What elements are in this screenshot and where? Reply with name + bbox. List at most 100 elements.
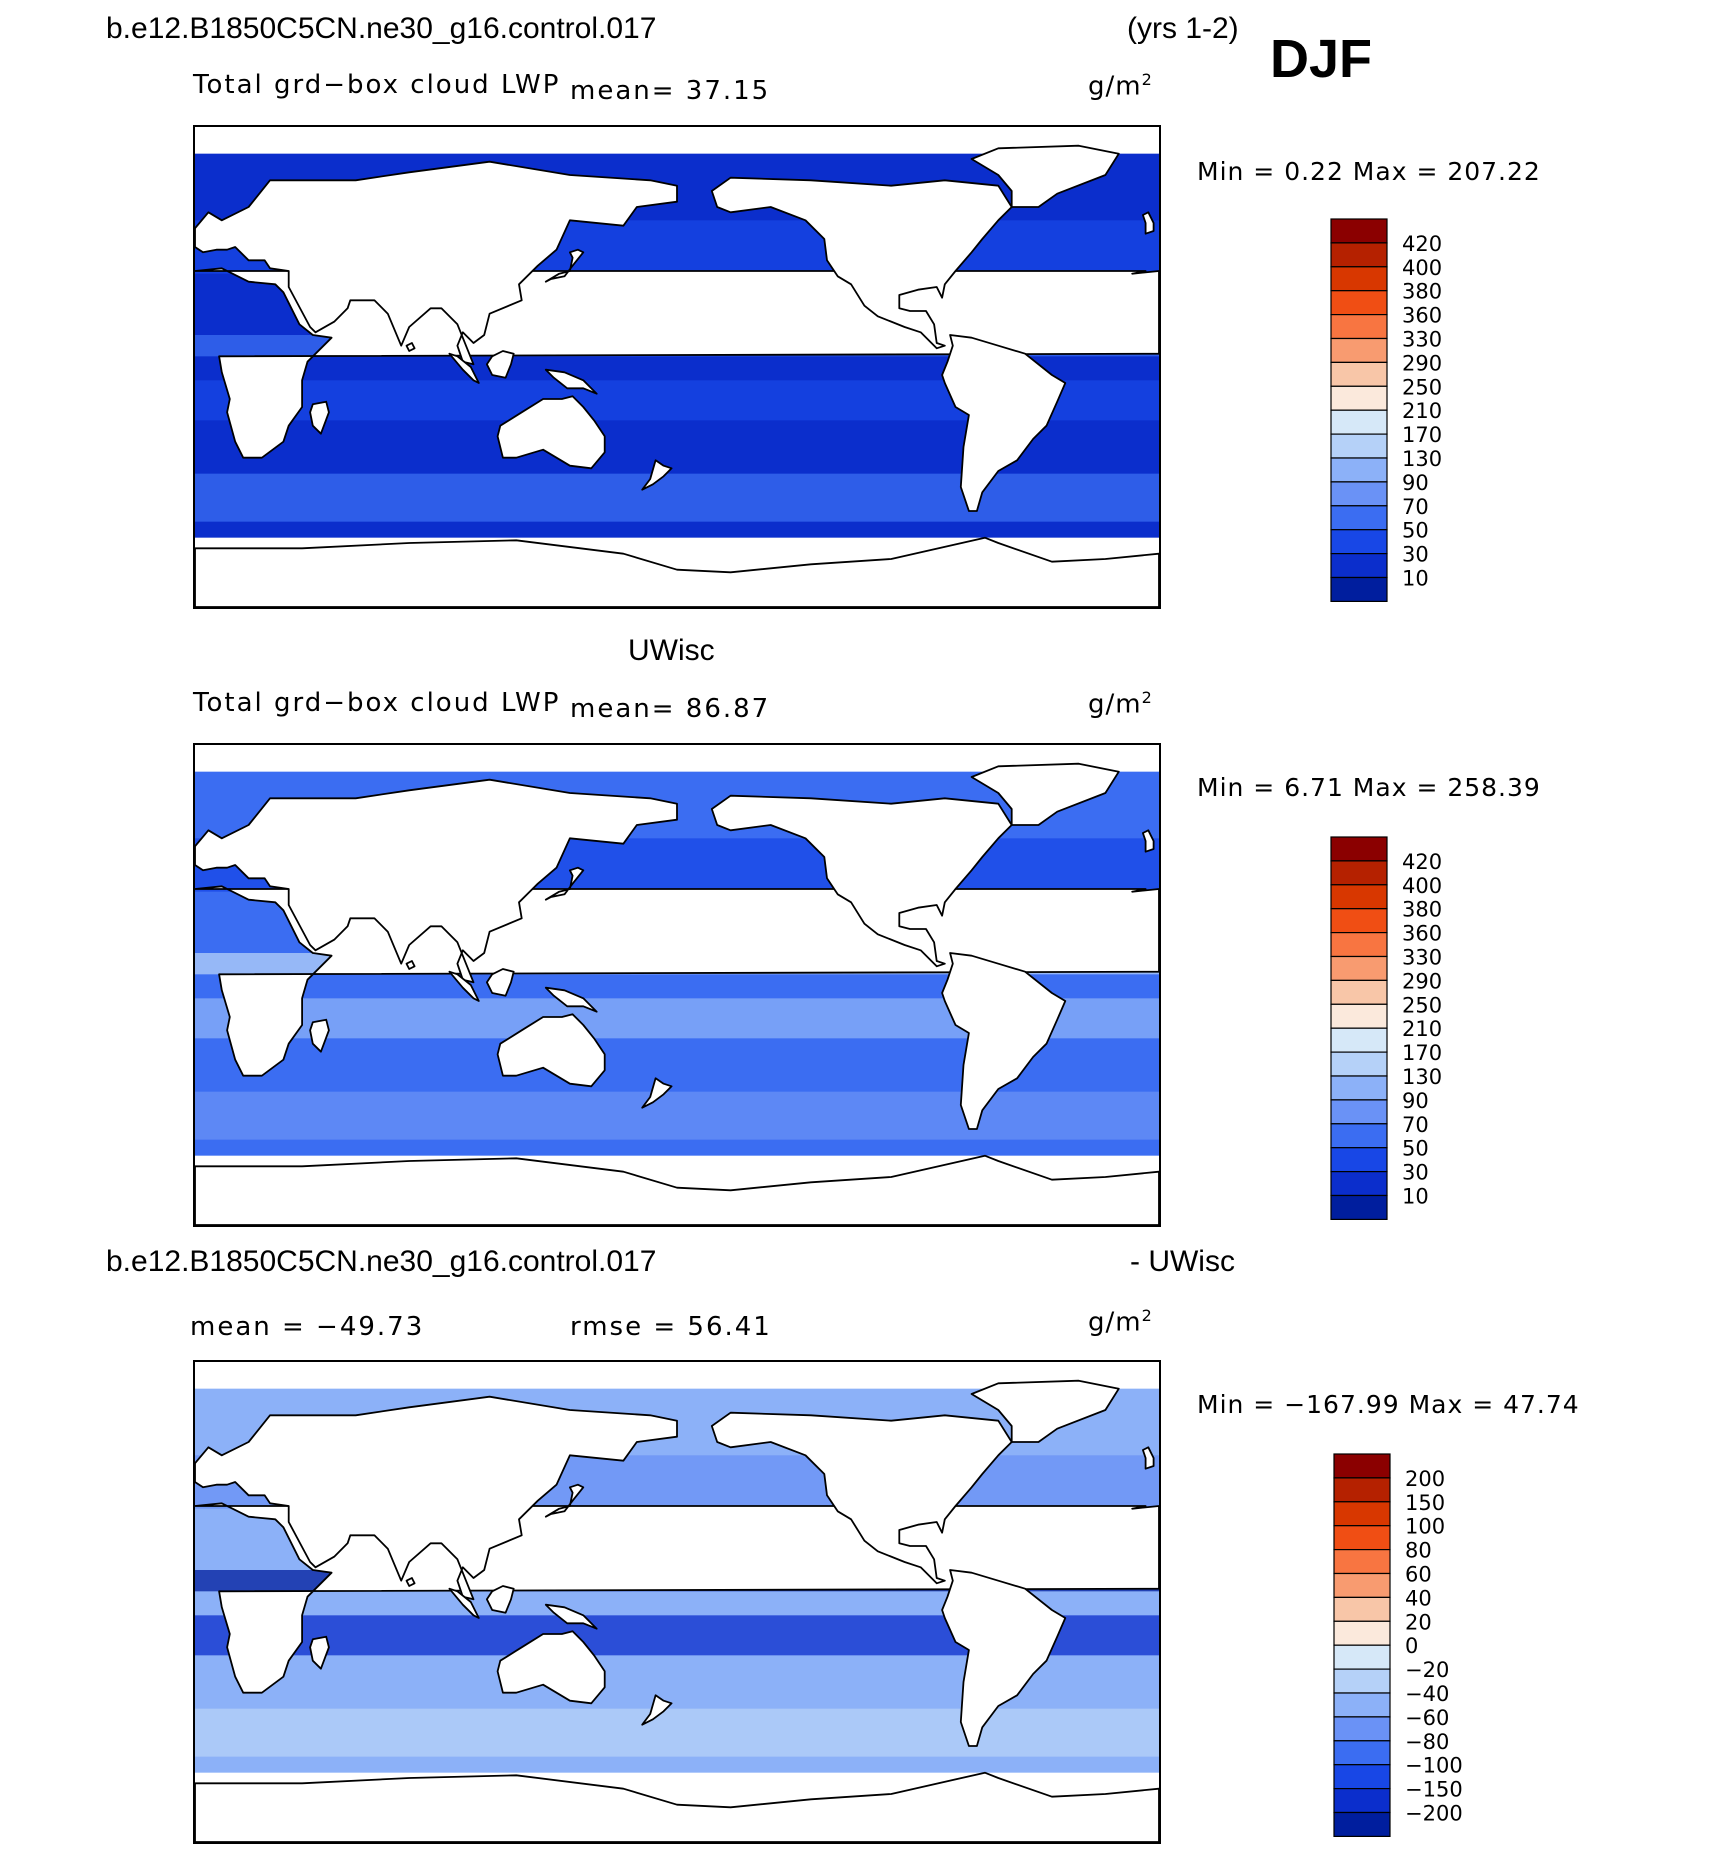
panel1-minmax: Min = 0.22 Max = 207.22 [1197, 157, 1541, 186]
land-outline [710, 794, 1013, 968]
colorbar-swatch [1330, 313, 1388, 340]
colorbar-swatch [1333, 1453, 1391, 1479]
colorbar-tick-label: 130 [1402, 447, 1442, 471]
panel3-heading-right: - UWisc [1130, 1245, 1235, 1278]
colorbar-tick-label: 290 [1402, 351, 1442, 375]
colorbar-tick-label: 210 [1402, 399, 1442, 423]
colorbar-swatch [1330, 409, 1388, 435]
colorbar-swatch [1333, 1644, 1391, 1670]
colorbar-tick-label: 330 [1402, 328, 1442, 352]
panel3-map [193, 1360, 1161, 1844]
colorbar-tick-label: 40 [1405, 1586, 1432, 1610]
panel3-minmax: Min = −167.99 Max = 47.74 [1197, 1390, 1580, 1419]
land-outline [309, 1018, 330, 1053]
colorbar-tick-label: 330 [1402, 946, 1442, 970]
panel2-heading: UWisc [628, 634, 715, 667]
colorbar-tick-label: 290 [1402, 969, 1442, 993]
colorbar-swatch [1330, 955, 1388, 981]
land-outline [641, 1077, 673, 1109]
panel3-colorbar: 200 150 100 80 60 40 20 0 −20 −40 −60 −80 −100 −150 −2… [1333, 1453, 1493, 1853]
years-label: (yrs 1-2) [1127, 12, 1239, 45]
colorbar-tick-label: −80 [1405, 1730, 1449, 1754]
panel1-units: g/m2 [1088, 70, 1153, 102]
land-outline [195, 1395, 678, 1601]
colorbar-tick-label: 420 [1402, 850, 1442, 874]
colorbar-swatch [1330, 1027, 1388, 1053]
panel2-variable-label: Total grd−box cloud LWP [193, 688, 561, 718]
colorbar-tick-label: −40 [1405, 1682, 1449, 1706]
map-svg [195, 144, 1159, 607]
colorbar-tick-label: 0 [1405, 1634, 1418, 1658]
land-outline [1142, 211, 1155, 235]
colorbar-tick-label: 90 [1402, 471, 1429, 495]
colorbar-tick-label: 360 [1402, 922, 1442, 946]
colorbar-swatch [1330, 884, 1388, 910]
colorbar-swatch [1330, 1147, 1388, 1173]
colorbar-tick-label: 250 [1402, 993, 1442, 1017]
colorbar-tick-label: 360 [1402, 304, 1442, 328]
season-label: DJF [1270, 29, 1373, 89]
panel2-colorbar: 420 400 380 360 330 290 250 210 170 130 90 70 50 30 10 [1330, 836, 1490, 1236]
colorbar-swatch [1333, 1572, 1391, 1598]
land-outline [544, 986, 598, 1013]
panel3-units: g/m2 [1088, 1306, 1153, 1338]
land-outline [544, 1483, 585, 1518]
colorbar-swatch [1333, 1477, 1391, 1503]
ocean-band [195, 1708, 1159, 1757]
land-outline [309, 1635, 330, 1670]
land-outline [486, 968, 515, 997]
land-outline [496, 1630, 606, 1705]
ocean-band [195, 1091, 1159, 1140]
colorbar-tick-label: 100 [1405, 1515, 1445, 1539]
colorbar-swatch [1333, 1788, 1391, 1814]
colorbar-swatch [1333, 1525, 1391, 1551]
colorbar-swatch [1330, 1171, 1388, 1197]
colorbar-svg: 200150100806040200−20−40−60−80−100−150−2… [1333, 1453, 1463, 1837]
land-outline [195, 536, 1159, 607]
colorbar-tick-label: 400 [1402, 874, 1442, 898]
colorbar-tick-label: 210 [1402, 1017, 1442, 1041]
colorbar-swatch [1330, 529, 1388, 555]
land-outline [309, 400, 330, 435]
colorbar-swatch [1330, 979, 1388, 1005]
colorbar-swatch [1330, 860, 1388, 886]
colorbar-tick-label: 70 [1402, 1113, 1429, 1137]
land-outline [544, 368, 598, 395]
colorbar-tick-label: 60 [1405, 1563, 1432, 1587]
colorbar-swatch [1330, 1123, 1388, 1149]
colorbar-swatch [1330, 242, 1388, 268]
panel1-variable-label: Total grd−box cloud LWP [193, 70, 561, 100]
land-outline [544, 866, 585, 901]
colorbar-swatch [1330, 218, 1388, 244]
land-outline [496, 395, 606, 470]
colorbar-swatch [1330, 433, 1388, 459]
colorbar-swatch [1330, 553, 1388, 579]
colorbar-tick-label: 10 [1402, 567, 1429, 591]
land-outline [1142, 829, 1155, 853]
colorbar-swatch [1330, 1075, 1388, 1101]
panel2-mean-label: mean= 86.87 [570, 694, 771, 724]
colorbar-swatch [1330, 290, 1388, 316]
colorbar-swatch [1330, 457, 1388, 483]
case-title: b.e12.B1850C5CN.ne30_g16.control.017 [106, 12, 657, 45]
colorbar-tick-label: 200 [1405, 1467, 1445, 1491]
colorbar-tick-label: 50 [1402, 1137, 1429, 1161]
colorbar-tick-label: 420 [1402, 232, 1442, 256]
land-outline [1142, 1446, 1155, 1470]
land-outline [195, 1771, 1159, 1842]
colorbar-tick-label: 80 [1405, 1539, 1432, 1563]
land-outline [970, 762, 1120, 826]
colorbar-tick-label: 150 [1405, 1491, 1445, 1515]
land-outline [941, 952, 1067, 1130]
land-outline [448, 1587, 480, 1619]
colorbar-swatch [1330, 836, 1388, 862]
land-outline [195, 1154, 1159, 1225]
colorbar-tick-label: 10 [1402, 1185, 1429, 1209]
panel3-mean-label: mean = −49.73 [190, 1312, 425, 1342]
colorbar-swatch [1333, 1596, 1391, 1622]
land-outline [405, 342, 416, 352]
colorbar-tick-label: 20 [1405, 1610, 1432, 1634]
panel2-minmax: Min = 6.71 Max = 258.39 [1197, 773, 1541, 802]
